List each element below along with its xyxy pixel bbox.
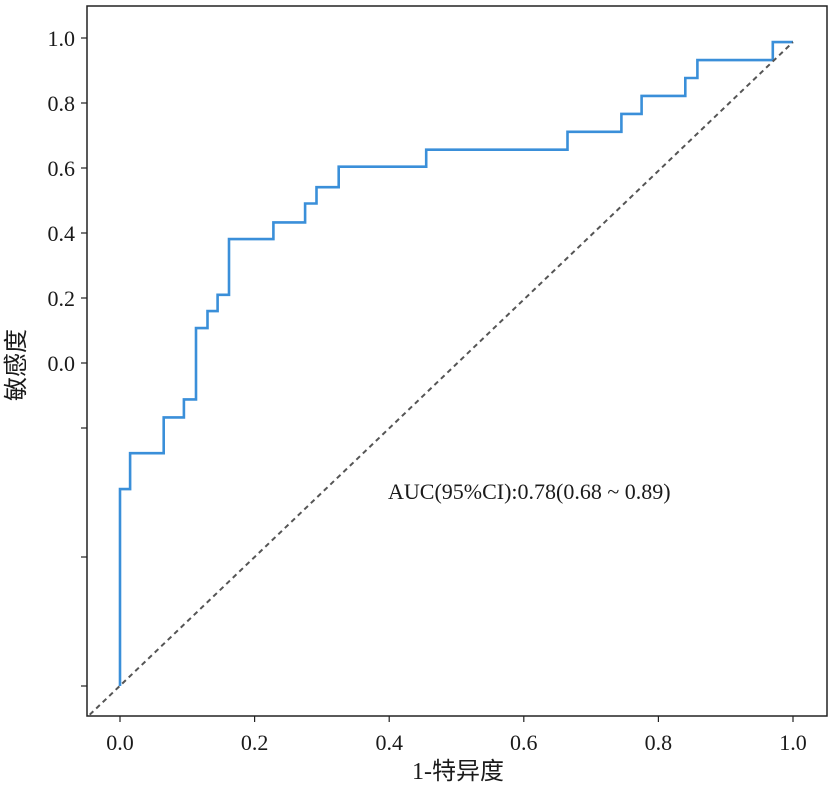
y-tick-label: 1.0 <box>48 26 76 51</box>
y-tick-label: 0.4 <box>48 221 76 246</box>
x-tick-label: 0.4 <box>375 730 403 755</box>
y-tick-label: 0.8 <box>48 91 76 116</box>
y-axis-title: 敏感度 <box>3 329 30 401</box>
ticks-group: 0.0 0.2 0.4 0.6 0.8 1.0 1.0 0.8 0.6 0.4 0.2 0.0 <box>48 26 807 755</box>
x-tick-label: 0.8 <box>645 730 673 755</box>
series-group <box>89 40 794 716</box>
y-tick-label: 0.6 <box>48 156 76 181</box>
x-tick-label: 1.0 <box>779 730 807 755</box>
x-tick-label: 0.6 <box>510 730 538 755</box>
axes-group <box>86 5 828 717</box>
y-tick-label: 0.0 <box>48 351 76 376</box>
reference-diagonal-line <box>89 41 794 716</box>
x-axis-title: 1-特异度 <box>412 758 504 785</box>
plot-frame <box>86 5 828 717</box>
auc-annotation: AUC(95%CI):0.78(0.68 ~ 0.89) <box>388 479 671 504</box>
x-tick-label: 0.2 <box>241 730 269 755</box>
roc-curve-line <box>118 40 793 686</box>
y-tick-label: 0.2 <box>48 286 76 311</box>
x-tick-label: 0.0 <box>106 730 134 755</box>
